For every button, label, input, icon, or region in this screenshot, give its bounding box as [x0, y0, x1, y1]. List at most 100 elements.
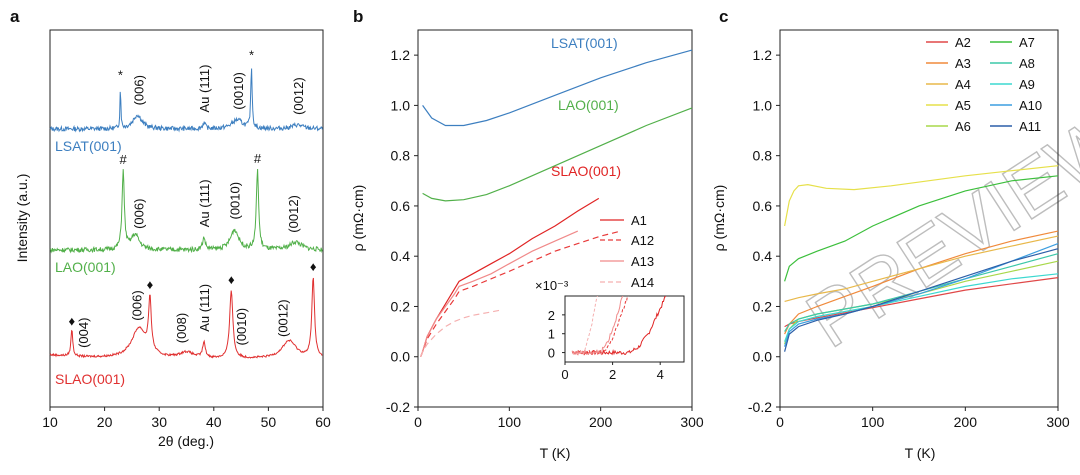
peak-label: (0010)	[234, 308, 249, 346]
watermark: PREVIEW	[791, 94, 1080, 364]
y-tick-label-c: -0.2	[748, 399, 772, 415]
inset-curve-a12	[571, 296, 629, 356]
y-tick-label-b: 0.2	[391, 298, 411, 314]
x-tick-label-a: 10	[42, 414, 58, 430]
x-tick-label-b: 100	[498, 414, 522, 430]
peak-label: (0012)	[276, 299, 291, 337]
y-tick-label-c: 0.2	[753, 298, 773, 314]
rho-curve-lao001	[422, 107, 693, 202]
x-tick-label-a: 30	[151, 414, 167, 430]
legend-label-c: A7	[1019, 35, 1035, 50]
y-tick-label-b: 0.4	[391, 248, 411, 264]
peak-label: (0012)	[291, 77, 306, 115]
legend-label-c: A11	[1019, 119, 1041, 134]
legend-label-c: A9	[1019, 77, 1035, 92]
x-tick-label-b: 300	[680, 414, 704, 430]
legend-label-c: A3	[955, 56, 971, 71]
x-tick-label-c: 100	[861, 414, 885, 430]
rho-curve-lsat001	[422, 49, 693, 127]
legend-label-b: A1	[631, 213, 647, 228]
peak-label: (004)	[76, 318, 91, 348]
inset-curve-a14	[571, 296, 598, 356]
series-label-a: LAO(001)	[55, 259, 116, 275]
panel-a: a 10 20 30 40 50 60 2θ (deg.) Intensity (a.u.) LS…	[10, 7, 331, 449]
legend-label-b: A14	[631, 275, 654, 290]
rho-curve-a8	[784, 253, 1059, 332]
panel-letter-c: c	[719, 7, 728, 26]
x-tick-label-a: 40	[206, 414, 222, 430]
series-label-a: LSAT(001)	[55, 138, 122, 154]
y-tick-label-b: 0.0	[391, 349, 411, 365]
legend-label-c: A8	[1019, 56, 1035, 71]
series-label-b: LSAT(001)	[551, 35, 618, 51]
y-axis-title-a: Intensity (a.u.)	[14, 174, 30, 263]
rho-curve-a14	[420, 309, 501, 357]
y-tick-label-c: 1.0	[753, 97, 773, 113]
y-tick-label-b: 0.8	[391, 148, 411, 164]
peak-marker: ♦	[310, 259, 317, 274]
rho-curve-a5	[784, 165, 1059, 227]
rho-curve-a9	[784, 273, 1059, 342]
series-label-b: LAO(001)	[558, 97, 619, 113]
x-tick-label-a: 20	[97, 414, 113, 430]
panel-letter-a: a	[10, 7, 20, 26]
y-axis-title-c: ρ (mΩ·cm)	[711, 185, 727, 252]
plot-frame-a	[49, 29, 324, 408]
xrd-trace-1	[49, 168, 323, 254]
panel-c: c 0 100 200 300 -0.2 0.0 0.2 0.4 0.6 0.8 1.0 1.2 T (K…	[711, 7, 1070, 461]
legend-label-c: A5	[955, 98, 971, 113]
x-axis-title-c: T (K)	[905, 445, 936, 461]
legend-label-c: A4	[955, 77, 971, 92]
rho-curve-a3	[784, 230, 1059, 335]
xrd-trace-0	[49, 68, 323, 133]
rho-curve-a7	[784, 175, 1059, 282]
x-tick-label-c: 0	[776, 414, 784, 430]
y-tick-label-c: 0.6	[753, 198, 773, 214]
panel-b: b0 100 200 300-0.20.00.20.40.60.81.01.2T (K…	[350, 7, 704, 461]
series-label-b: SLAO(001)	[551, 163, 621, 179]
peak-label: (0010)	[231, 72, 246, 110]
inset-curve-a13	[571, 296, 624, 356]
peak-label: Au (111)	[197, 284, 212, 332]
x-tick-label-c: 300	[1046, 414, 1070, 430]
legend-label-c: A2	[955, 35, 971, 50]
plot-frame-c	[779, 29, 1059, 408]
y-tick-label-b: 1.2	[391, 47, 411, 63]
rho-curve-a11	[784, 248, 1059, 352]
y-tick-label-b: -0.2	[386, 399, 410, 415]
x-tick-label-b: 200	[589, 414, 613, 430]
plot-frame-b	[417, 29, 693, 408]
peak-marker: *	[118, 68, 123, 83]
xrd-trace-2	[49, 277, 323, 359]
x-tick-label-a: 60	[315, 414, 331, 430]
panel-letter-b: b	[353, 7, 363, 26]
peak-marker: ♦	[69, 313, 76, 328]
peak-label: (006)	[129, 290, 144, 320]
rho-curve-a12	[420, 230, 621, 357]
legend-label-c: A6	[955, 119, 971, 134]
x-axis-title-b: T (K)	[540, 445, 571, 461]
rho-curve-a4	[784, 235, 1059, 302]
y-tick-label-c: 0.0	[753, 349, 773, 365]
legend-label-b: A13	[631, 254, 654, 269]
peak-label: (006)	[132, 75, 147, 105]
y-axis-title-b: ρ (mΩ·cm)	[350, 185, 366, 252]
y-tick-label-c: 1.2	[753, 47, 773, 63]
x-tick-label-a: 50	[261, 414, 277, 430]
y-tick-label-b: 0.6	[391, 198, 411, 214]
rho-curve-a13	[420, 230, 579, 357]
peak-label: (0010)	[228, 182, 243, 220]
x-tick-label-c: 200	[954, 414, 978, 430]
inset-exponent: ×10⁻³	[535, 278, 569, 293]
peak-label: Au (111)	[197, 179, 212, 227]
series-label-a: SLAO(001)	[55, 371, 125, 387]
peak-marker: #	[254, 151, 262, 166]
peak-label: Au (111)	[197, 65, 212, 113]
y-tick-label-b: 1.0	[391, 97, 411, 113]
peak-marker: ♦	[147, 277, 154, 292]
peak-marker: *	[249, 47, 254, 62]
inset-x-tick-label: 4	[657, 367, 664, 382]
peak-label: (008)	[174, 313, 189, 343]
inset-y-tick-label: 2	[548, 308, 555, 323]
